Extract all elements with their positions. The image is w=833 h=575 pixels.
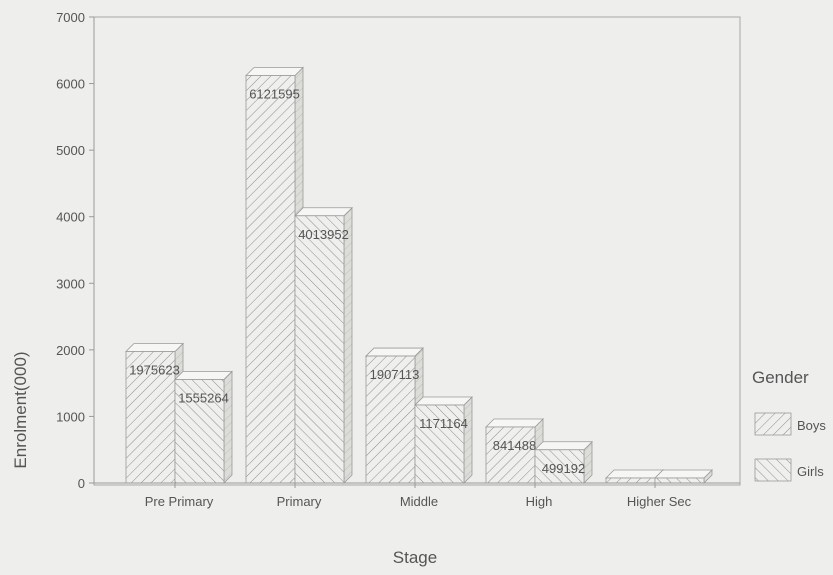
x-tick-label: Middle — [400, 494, 438, 509]
x-axis-title: Stage — [393, 548, 437, 567]
legend-label: Girls — [797, 464, 824, 479]
bar-top-face — [365, 347, 424, 357]
bar-top-face — [125, 343, 184, 352]
x-tick-label: Higher Sec — [627, 494, 692, 509]
bar-front-face — [605, 477, 656, 484]
bar-front-face — [125, 351, 176, 484]
bar-top-face — [174, 371, 233, 380]
x-axis: Pre Primary Primary Middle High Higher Sec — [94, 482, 740, 509]
bar-front-face — [654, 477, 705, 484]
y-tick-label: 4000 — [56, 210, 85, 225]
bar-girls — [654, 469, 713, 484]
data-labels: 1975623 1555264 6121595 4013952 1907113 11711… — [129, 86, 585, 475]
data-label: 6121595 — [249, 86, 300, 101]
y-tick-label: 6000 — [56, 77, 85, 92]
bar-front-face — [174, 379, 225, 484]
data-label: 1171164 — [419, 416, 468, 431]
bar-side-face — [343, 206, 353, 484]
legend-label: Boys — [797, 418, 826, 433]
bar-top-face — [605, 469, 664, 479]
bar-top-face — [654, 469, 713, 479]
bar-girls — [294, 206, 353, 484]
data-label: 4013952 — [298, 227, 349, 242]
legend: Gender Boys Girls — [752, 368, 826, 482]
bar-side-face — [223, 370, 233, 484]
y-tick-label: 1000 — [56, 409, 85, 424]
bar-front-face — [245, 75, 296, 484]
y-tick-label: 7000 — [56, 10, 85, 25]
legend-items: Boys Girls — [754, 412, 826, 482]
bar-top-face — [534, 441, 593, 451]
data-label: 1975623 — [129, 362, 180, 377]
legend-item-boys: Boys — [754, 412, 826, 436]
bar-boys — [485, 418, 544, 484]
bars — [125, 66, 713, 484]
bar-boys — [605, 469, 664, 484]
bar-boys — [245, 66, 304, 484]
x-tick-label: High — [526, 494, 553, 509]
y-axis: 0 1000 2000 3000 4000 5000 6000 7000 — [56, 10, 95, 491]
bar-top-face — [485, 418, 544, 428]
data-label: 1555264 — [178, 390, 229, 405]
legend-swatch — [754, 458, 792, 482]
y-tick-label: 2000 — [56, 343, 85, 358]
bar-top-face — [294, 207, 353, 217]
x-tick-label: Primary — [277, 494, 322, 509]
bar-girls — [414, 396, 473, 484]
data-label: 841488 — [493, 438, 536, 453]
data-label: 499192 — [542, 461, 585, 476]
bar-front-face — [294, 215, 345, 484]
y-tick-label: 0 — [78, 476, 85, 491]
bar-front-face — [365, 355, 416, 484]
legend-swatch — [754, 412, 792, 436]
bar-top-face — [245, 67, 304, 76]
data-label: 1907113 — [370, 367, 420, 382]
y-axis-title: Enrolment(000) — [11, 351, 30, 468]
legend-item-girls: Girls — [754, 458, 824, 482]
y-tick-label: 3000 — [56, 276, 85, 291]
legend-title: Gender — [752, 368, 809, 387]
bar-side-face — [463, 396, 473, 484]
bar-top-face — [414, 396, 473, 406]
bar-front-face — [485, 426, 536, 484]
y-tick-label: 5000 — [56, 143, 85, 158]
x-tick-label: Pre Primary — [145, 494, 214, 509]
bar-girls — [174, 370, 233, 484]
